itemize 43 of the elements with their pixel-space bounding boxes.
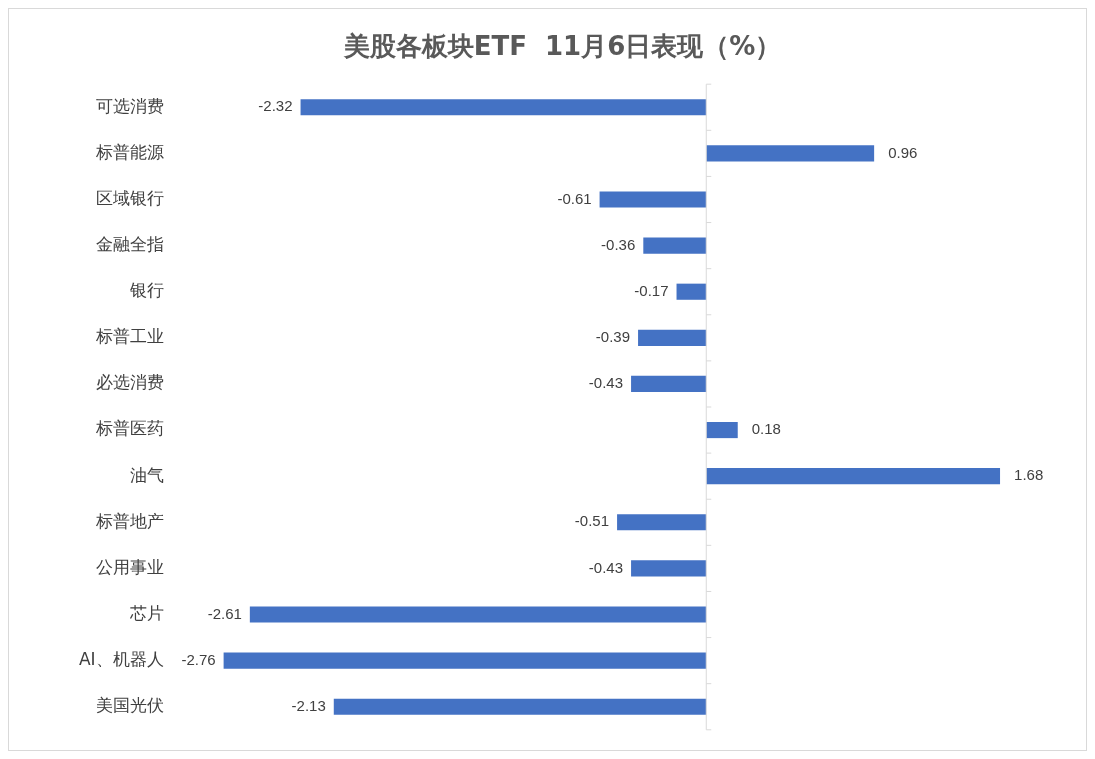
data-label: 0.96 [888,143,918,161]
y-tick-label: 金融全指 [95,234,164,255]
y-tick-label: 标普能源 [94,141,164,162]
y-tick-label: 可选消费 [95,95,164,116]
y-tick-label: 芯片 [128,602,164,623]
bar [706,421,738,439]
data-label: 1.68 [1014,466,1044,484]
data-label: -2.61 [207,604,242,622]
bar [617,514,707,531]
data-label: -0.39 [595,327,631,345]
y-tick-label: AI、机器人 [78,649,164,670]
chart-title: 美股各板块ETF 11月6日表现（%） [342,31,782,62]
y-tick-label: 必选消费 [95,372,164,393]
bar [631,560,707,577]
y-tick-label: 银行 [128,280,164,301]
bar [631,375,707,393]
y-tick-label: 标普地产 [94,510,164,531]
data-label: -0.61 [557,189,592,207]
y-tick-label: 油气 [129,464,164,485]
y-tick-label: 标普工业 [94,326,164,347]
bar [676,283,707,300]
data-label: -0.43 [588,374,624,392]
bar [706,145,875,162]
bar [333,698,707,715]
data-label: -0.43 [588,558,624,576]
data-label: 0.18 [751,420,781,438]
bar [223,652,707,669]
bar [300,99,707,116]
bar [706,468,1001,485]
bar [638,329,707,346]
bar [249,606,707,623]
bar [643,237,707,254]
data-label: -2.32 [258,97,293,115]
y-tick-label: 美国光伏 [95,695,164,716]
y-tick-label: 公用事业 [95,556,164,577]
data-label: -2.76 [181,650,216,668]
data-label: -0.51 [574,512,610,530]
y-tick-label: 标普医药 [94,418,164,439]
bar [599,191,707,208]
data-label: -0.36 [601,235,636,253]
data-label: -2.13 [291,696,326,714]
data-label: -0.17 [634,281,669,299]
y-tick-label: 区域银行 [95,187,164,208]
